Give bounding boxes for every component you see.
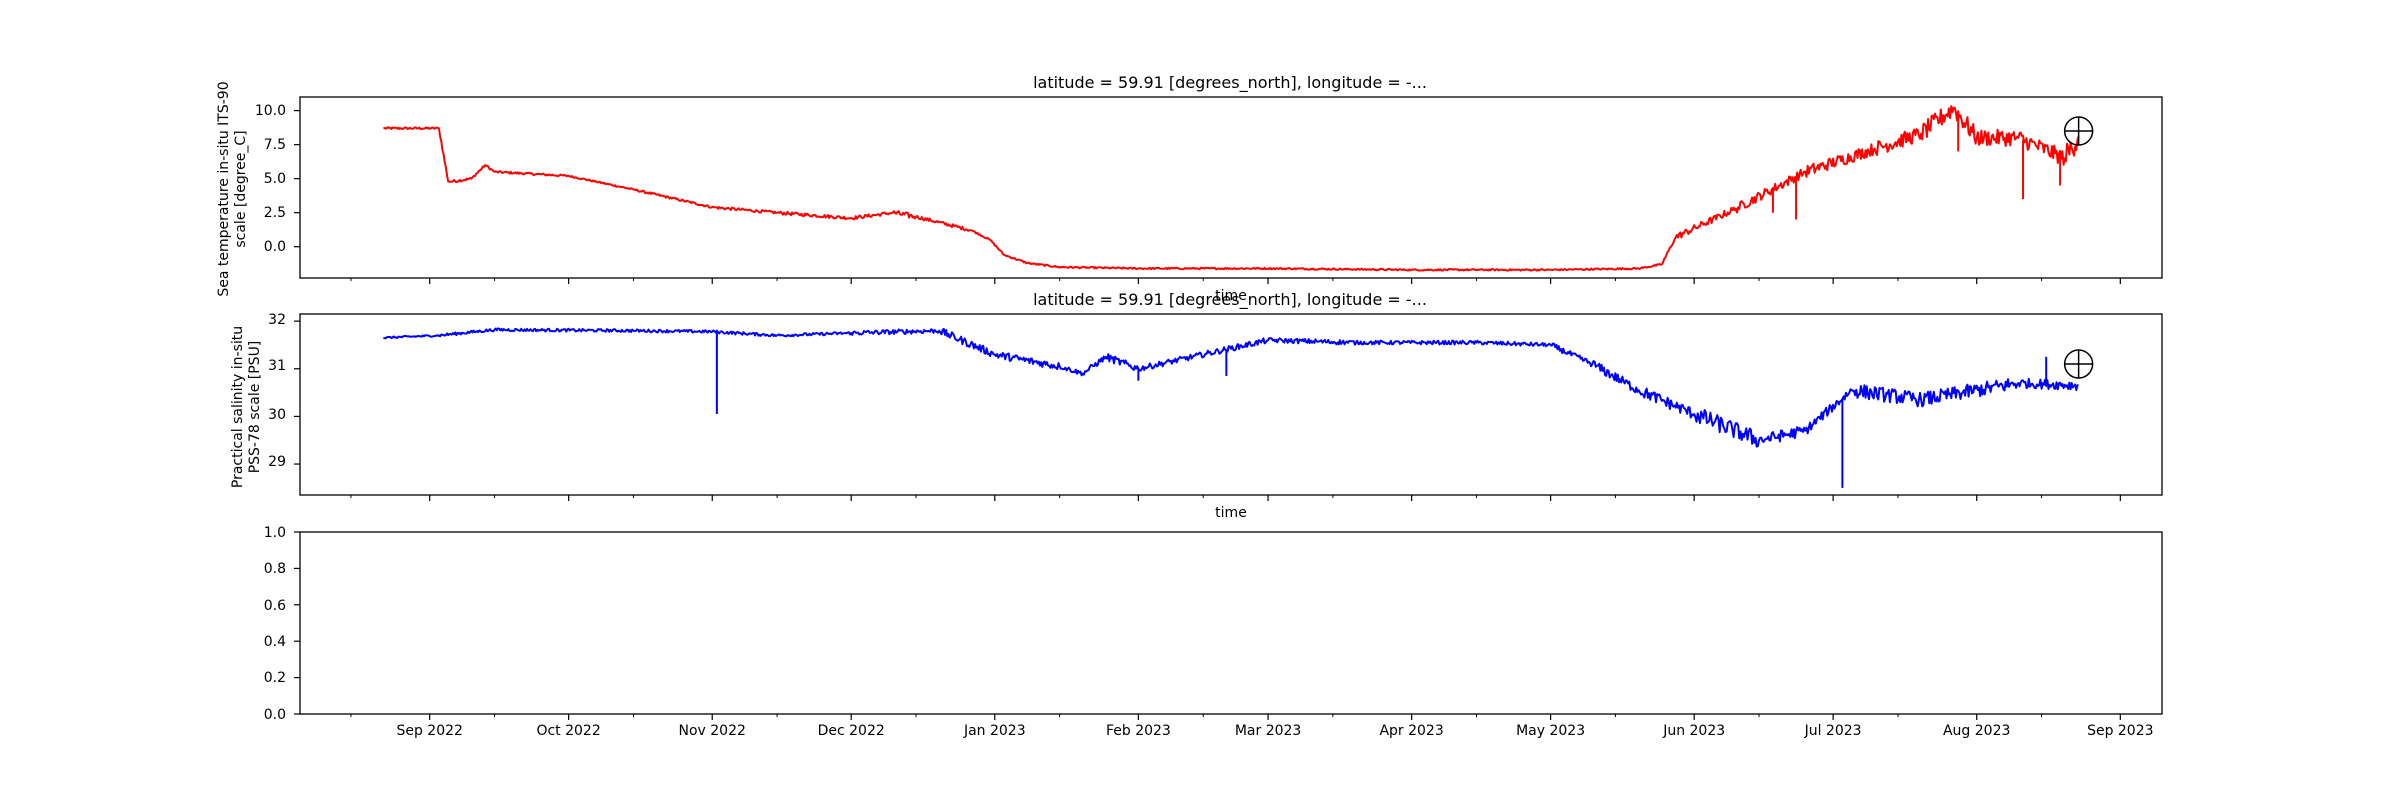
panel-salinity-ytick-label: 30 — [268, 407, 286, 423]
panel-salinity-ytick-label: 29 — [268, 454, 286, 470]
panel-empty-ytick-label: 1.0 — [264, 525, 286, 541]
panel-salinity-ylabel: Practical salinity in-situ PSS-78 scale … — [230, 326, 263, 488]
panel-empty-ytick-marks — [294, 531, 300, 715]
salinity-spikes — [715, 331, 2048, 488]
xtick-label: Apr 2023 — [1379, 723, 1443, 739]
panel-temperature-ytick-label: 2.5 — [264, 205, 286, 221]
panel-empty-frame — [299, 531, 2163, 715]
xtick-label: Aug 2023 — [1943, 723, 2010, 739]
temperature-end-marker — [2063, 116, 2094, 146]
panel-salinity-frame — [299, 313, 2163, 496]
xtick-label: Jun 2023 — [1662, 723, 1725, 739]
xtick-label: Oct 2022 — [536, 723, 600, 739]
panel-temperature-frame — [299, 96, 2163, 279]
panel-temperature-ytick-label: 0.0 — [264, 239, 286, 255]
panel-empty-ytick-label: 0.8 — [264, 561, 286, 577]
panel-temperature-ylabel-line2: scale [degree_C] — [233, 130, 249, 247]
xtick-label: Jul 2023 — [1804, 723, 1862, 739]
panel-temperature-xlabel: time — [1215, 288, 1247, 304]
panel-empty-ytick-label: 0.6 — [264, 598, 286, 614]
xtick-label: Jan 2023 — [963, 723, 1026, 739]
xtick-label: Sep 2022 — [396, 723, 462, 739]
panel-salinity: latitude = 59.91 [degrees_north], longit… — [230, 290, 2163, 521]
xtick-label: Feb 2023 — [1106, 723, 1171, 739]
panel-empty-ytick-label: 0.0 — [264, 707, 286, 723]
xtick-label: Mar 2023 — [1235, 723, 1302, 739]
temperature-spikes — [1771, 113, 2062, 220]
panel-temperature-xtick-marks — [350, 278, 2121, 284]
panel-empty: 1.0 0.8 0.6 0.4 0.2 0.0 Sep 2022 Oct 202… — [264, 525, 2163, 739]
panel-temperature-ylabel: Sea temperature in-situ ITS-90 scale [de… — [216, 81, 249, 296]
panel-temperature-ytick-label: 7.5 — [264, 137, 286, 153]
xtick-label: Nov 2022 — [678, 723, 745, 739]
panel-temperature: latitude = 59.91 [degrees_north], longit… — [216, 73, 2163, 304]
panel-salinity-xlabel: time — [1215, 505, 1247, 521]
panel-salinity-ytick-label: 31 — [268, 358, 286, 374]
panel-salinity-ylabel-line1: Practical salinity in-situ — [230, 326, 246, 488]
panel-temperature-ytick-label: 10.0 — [255, 103, 286, 119]
panel-temperature-ytick-marks — [294, 110, 300, 248]
panel-empty-ytick-label: 0.4 — [264, 634, 286, 650]
panel-empty-ytick-label: 0.2 — [264, 670, 286, 686]
xtick-label: Dec 2022 — [818, 723, 885, 739]
salinity-line — [383, 327, 2079, 448]
panel-salinity-ytick-label: 32 — [268, 312, 286, 328]
panel-temperature-ytick-label: 5.0 — [264, 171, 286, 187]
panel-temperature-title: latitude = 59.91 [degrees_north], longit… — [1033, 73, 1427, 93]
panel-salinity-ylabel-line2: PSS-78 scale [PSU] — [247, 341, 263, 474]
panel-salinity-ytick-marks — [294, 320, 300, 465]
salinity-end-marker — [2063, 349, 2094, 379]
panel-temperature-ylabel-line1: Sea temperature in-situ ITS-90 — [216, 81, 232, 296]
xtick-label: Sep 2023 — [2087, 723, 2153, 739]
xtick-label: May 2023 — [1516, 723, 1585, 739]
shared-xtick-labels: Sep 2022 Oct 2022 Nov 2022 Dec 2022 Jan … — [396, 723, 2153, 739]
panel-salinity-title: latitude = 59.91 [degrees_north], longit… — [1033, 290, 1427, 310]
